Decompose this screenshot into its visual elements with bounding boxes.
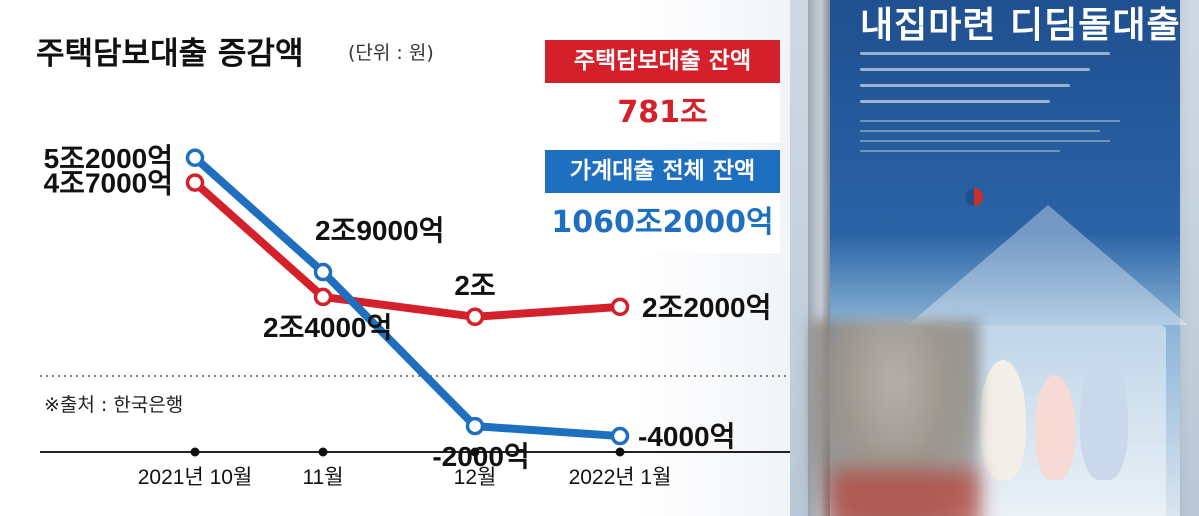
house-outline-icon bbox=[908, 205, 1188, 325]
data-label-0: -4000억 bbox=[638, 421, 735, 452]
mortgage-balance-value: 781조 bbox=[545, 83, 780, 143]
background-photo: 내집마련 디딤돌대출 bbox=[790, 0, 1199, 516]
series-point-0 bbox=[185, 148, 205, 168]
banner-text-line bbox=[860, 100, 1050, 103]
household-loan-label: 가계대출 전체 잔액 bbox=[545, 150, 780, 193]
government-seal-icon bbox=[965, 188, 983, 206]
data-label-0: 5조2000억 bbox=[44, 143, 173, 174]
series-point-0 bbox=[610, 426, 630, 446]
blurred-pedestrian-clothing bbox=[830, 470, 980, 516]
data-label-1: 2조4000억 bbox=[263, 312, 392, 343]
source-note: ※출처 : 한국은행 bbox=[44, 394, 184, 416]
loan-banner-poster: 내집마련 디딤돌대출 bbox=[830, 0, 1188, 516]
data-label-0: -2000억 bbox=[432, 441, 529, 472]
mortgage-balance-box: 주택담보대출 잔액 781조 bbox=[545, 40, 780, 143]
series-point-1 bbox=[313, 287, 333, 307]
x-tick-mark bbox=[190, 447, 200, 457]
chart-unit: (단위 : 원) bbox=[348, 42, 434, 64]
household-loan-box: 가계대출 전체 잔액 1060조2000억 bbox=[545, 150, 780, 253]
mortgage-balance-label: 주택담보대출 잔액 bbox=[545, 40, 780, 83]
data-label-0: 2조9000억 bbox=[315, 215, 444, 246]
banner-fine-print bbox=[860, 130, 1100, 132]
series-line-1 bbox=[191, 178, 624, 321]
banner-text-line bbox=[860, 68, 1090, 71]
series-line-0 bbox=[191, 153, 624, 441]
family-person bbox=[1035, 375, 1075, 480]
banner-fine-print bbox=[860, 140, 1110, 142]
banner-fine-print bbox=[860, 150, 1060, 152]
x-tick-mark bbox=[470, 447, 480, 457]
data-label-1: 2조 bbox=[454, 270, 495, 301]
banner-title: 내집마련 디딤돌대출 bbox=[860, 5, 1181, 46]
series-point-1 bbox=[465, 307, 485, 327]
chart-title: 주택담보대출 증감액 bbox=[36, 36, 304, 72]
series-point-0 bbox=[465, 416, 485, 436]
x-tick-label: 12월 bbox=[454, 466, 497, 489]
data-label-1: 2조2000억 bbox=[642, 292, 771, 323]
series-point-1 bbox=[610, 297, 630, 317]
family-person bbox=[1080, 355, 1128, 480]
x-tick-label: 11월 bbox=[302, 466, 343, 489]
series-point-1 bbox=[185, 173, 205, 192]
x-tick-label: 2021년 10월 bbox=[138, 466, 253, 489]
banner-fine-print bbox=[860, 120, 1120, 122]
x-tick-label: 2022년 1월 bbox=[569, 466, 672, 489]
chart-panel: 주택담보대출 증감액 (단위 : 원) 주택담보대출 잔액 781조 가계대출 … bbox=[0, 0, 790, 516]
family-person bbox=[980, 360, 1026, 480]
banner-text-line bbox=[860, 84, 1070, 87]
x-tick-mark bbox=[615, 447, 625, 457]
series-point-0 bbox=[313, 262, 333, 282]
household-loan-value: 1060조2000억 bbox=[545, 193, 780, 253]
x-tick-mark bbox=[318, 447, 328, 457]
banner-text-line bbox=[860, 52, 1110, 55]
data-label-1: 4조7000억 bbox=[44, 168, 173, 199]
line-chart: 2021년 10월 11월 12월 2022년 1월4조7000억2조4000억2조2… bbox=[40, 143, 790, 489]
